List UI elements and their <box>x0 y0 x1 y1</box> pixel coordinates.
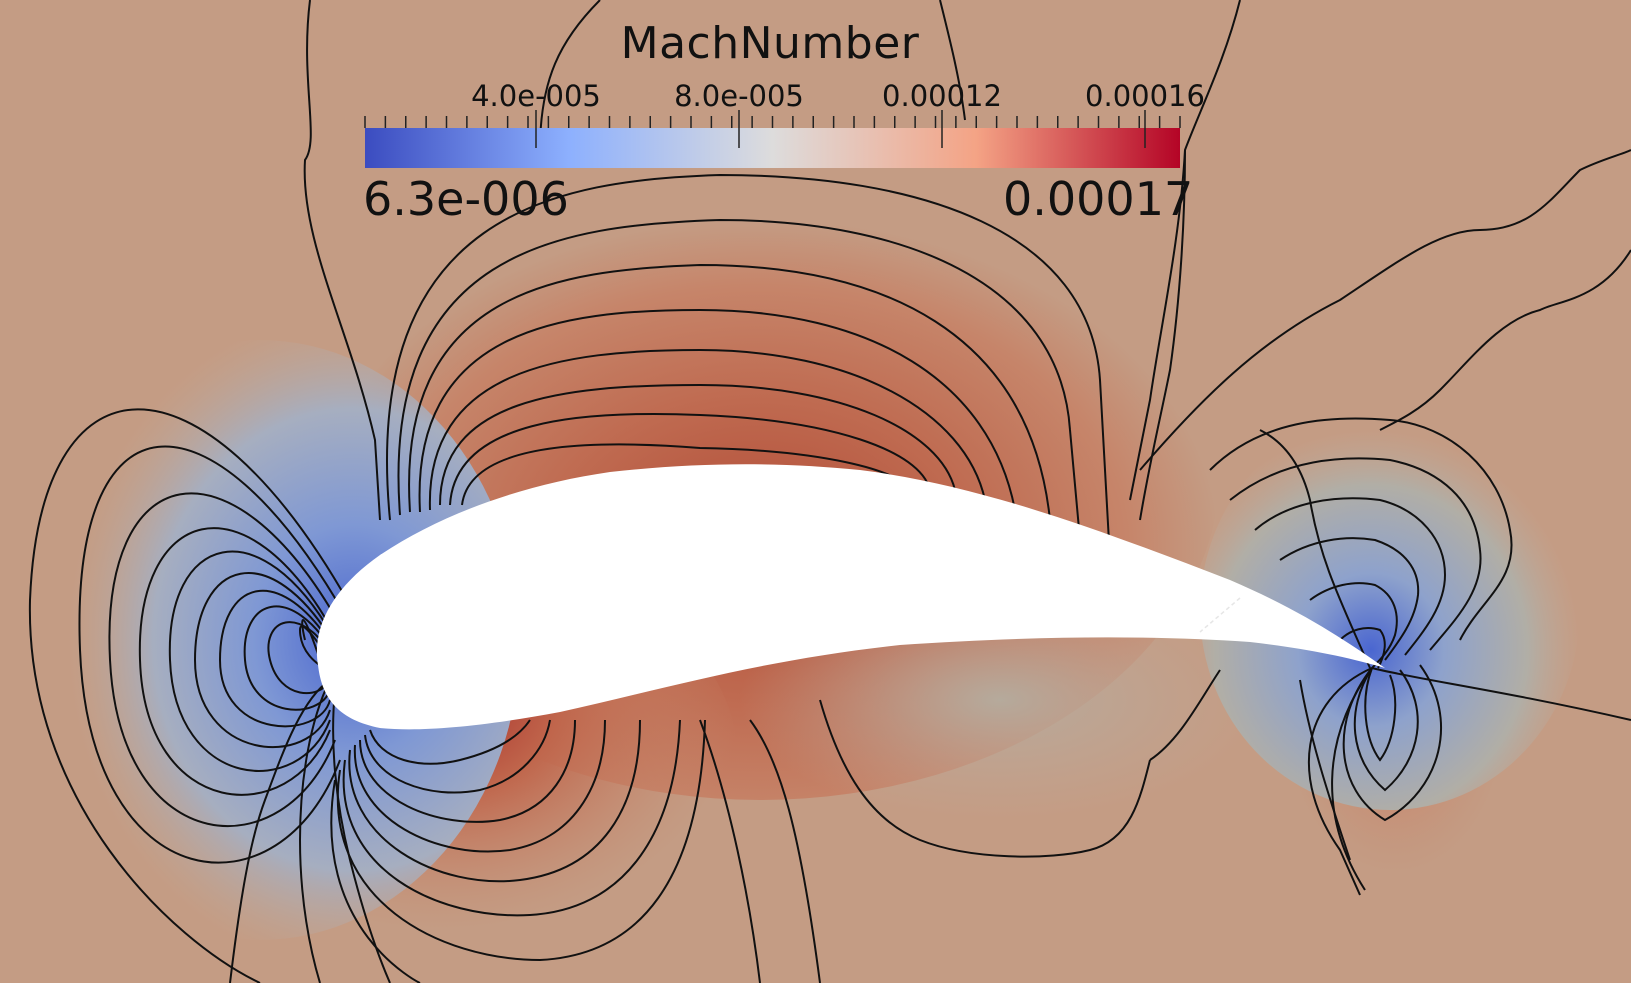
colorbar-tick-label-1: 4.0e-005 <box>471 79 601 113</box>
colorbar-gradient <box>365 128 1180 168</box>
airfoil <box>316 464 1386 730</box>
colorbar-tick-label-3: 0.00012 <box>882 79 1002 113</box>
colorbar-tick-marks <box>364 110 1181 148</box>
leading-edge-stagnation-region <box>0 340 520 940</box>
colorbar-min-label: 6.3e-006 <box>363 172 569 226</box>
airfoil-panel-seam <box>1199 597 1241 633</box>
colorbar-tick-label-4: 0.00016 <box>1085 79 1205 113</box>
contour-lines <box>28 0 1631 983</box>
colorbar-tick-label-2: 8.0e-005 <box>674 79 804 113</box>
trailing-edge-stagnation-region <box>1200 410 1580 810</box>
colorbar-title: MachNumber <box>620 18 920 69</box>
colorbar-max-label: 0.00017 <box>1003 172 1194 226</box>
colorbar[interactable] <box>364 110 1181 168</box>
